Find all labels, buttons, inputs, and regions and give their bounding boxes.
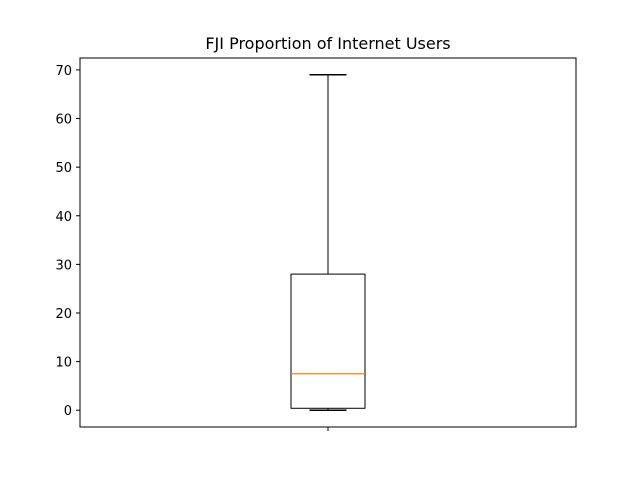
y-tick-label: 60: [55, 113, 72, 128]
y-tick-label: 30: [55, 258, 72, 273]
box-iqr: [290, 273, 366, 409]
y-tick-label: 10: [55, 356, 72, 371]
chart-title: FJI Proportion of Internet Users: [205, 34, 450, 53]
box-group: [290, 74, 366, 411]
y-axis: 0 10 20 30 40 50 60 70: [55, 64, 80, 419]
y-tick-label: 40: [55, 210, 72, 225]
y-tick-label: 70: [55, 64, 72, 79]
axes-frame: [79, 57, 577, 428]
y-tick-label: 50: [55, 161, 72, 176]
y-tick-label: 0: [64, 404, 72, 419]
y-tick-label: 20: [55, 307, 72, 322]
